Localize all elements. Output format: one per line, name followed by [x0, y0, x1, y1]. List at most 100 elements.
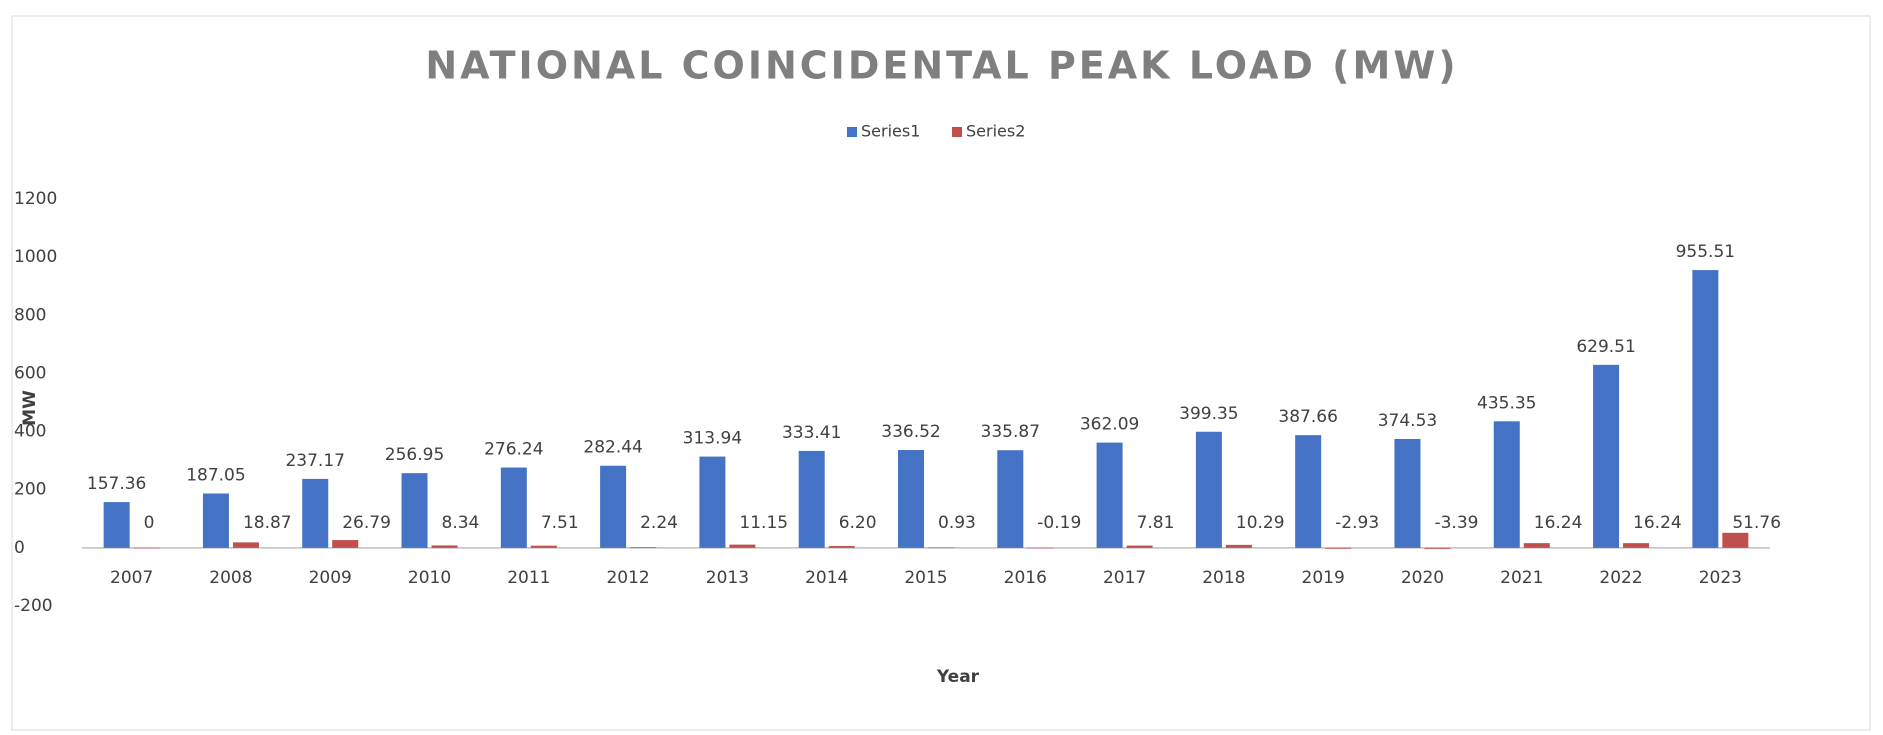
x-tick-label: 2012 [606, 568, 649, 588]
data-label: 7.51 [541, 513, 579, 533]
x-tick-label: 2007 [110, 568, 153, 588]
bar [699, 456, 726, 548]
x-tick-label: 2016 [1004, 568, 1047, 588]
data-label: 399.35 [1179, 404, 1238, 424]
data-label: 282.44 [583, 438, 642, 458]
bar [530, 545, 557, 548]
bar [798, 450, 825, 548]
data-label: 374.53 [1378, 411, 1437, 431]
bar [928, 547, 954, 549]
bar [1195, 431, 1222, 548]
data-label: 256.95 [385, 445, 444, 465]
bar [431, 545, 458, 548]
data-label: -2.93 [1335, 513, 1379, 533]
data-label: 955.51 [1676, 242, 1735, 262]
bar [828, 546, 855, 548]
y-tick-label: 400 [14, 422, 46, 442]
bar [600, 465, 627, 548]
data-label: 387.66 [1278, 407, 1337, 427]
bar [1523, 543, 1550, 548]
y-tick-label: 1000 [14, 247, 57, 267]
data-label: 0 [144, 513, 155, 533]
bar [103, 502, 130, 548]
bar [1692, 270, 1719, 548]
x-tick-label: 2020 [1401, 568, 1444, 588]
data-label: 18.87 [243, 513, 292, 533]
bar [1493, 421, 1520, 548]
data-label: 11.15 [739, 513, 788, 533]
bar [202, 493, 229, 548]
legend-swatch [847, 127, 857, 137]
bar [1295, 435, 1322, 548]
bar [1325, 547, 1352, 549]
data-label: 0.93 [938, 513, 976, 533]
y-axis-title: MW [20, 390, 40, 426]
data-label: -3.39 [1434, 513, 1478, 533]
data-label: 237.17 [285, 451, 344, 471]
bar [1225, 544, 1252, 548]
bar [1126, 545, 1153, 548]
data-label: 8.34 [442, 513, 480, 533]
x-tick-label: 2021 [1500, 568, 1543, 588]
legend-label: Series1 [861, 122, 920, 141]
x-tick-label: 2019 [1302, 568, 1345, 588]
bar [997, 450, 1024, 548]
x-tick-label: 2013 [706, 568, 749, 588]
x-tick-label: 2011 [507, 568, 550, 588]
data-label: 6.20 [839, 513, 877, 533]
bar [500, 467, 527, 548]
data-label: 313.94 [683, 429, 742, 449]
bar [1593, 364, 1620, 548]
chart-title: NATIONAL COINCIDENTAL PEAK LOAD (MW) [425, 44, 1458, 88]
bar [1096, 442, 1123, 548]
data-label: 26.79 [342, 513, 391, 533]
y-tick-label: 600 [14, 363, 46, 383]
bar [1722, 532, 1749, 548]
x-tick-label: 2022 [1599, 568, 1642, 588]
data-label: 10.29 [1236, 513, 1285, 533]
chart-frame [11, 15, 1871, 731]
bar [302, 478, 329, 548]
y-tick-label: 800 [14, 305, 46, 325]
data-label: 7.81 [1137, 513, 1175, 533]
x-tick-label: 2010 [408, 568, 451, 588]
legend-swatch [952, 127, 962, 137]
bar [1623, 543, 1650, 548]
x-tick-label: 2015 [904, 568, 947, 588]
data-label: 51.76 [1732, 513, 1781, 533]
y-tick-label: 0 [14, 538, 25, 558]
data-label: 629.51 [1576, 337, 1635, 357]
data-label: 276.24 [484, 440, 543, 460]
data-label: 16.24 [1633, 513, 1682, 533]
data-label: 157.36 [87, 474, 146, 494]
x-tick-label: 2017 [1103, 568, 1146, 588]
x-tick-label: 2008 [209, 568, 252, 588]
y-tick-label: -200 [14, 596, 53, 616]
bar [630, 547, 657, 548]
x-axis-title: Year [936, 667, 980, 687]
bar [133, 547, 160, 549]
data-label: 16.24 [1534, 513, 1583, 533]
bar [1027, 547, 1054, 549]
data-label: 187.05 [186, 465, 245, 485]
data-label: 335.87 [981, 422, 1040, 442]
data-label: 2.24 [640, 513, 678, 533]
bar [401, 473, 428, 548]
bar [729, 544, 756, 548]
data-label: 336.52 [881, 422, 940, 442]
data-label: 435.35 [1477, 393, 1536, 413]
data-label: 333.41 [782, 423, 841, 443]
bar [232, 542, 259, 548]
data-label: -0.19 [1037, 513, 1081, 533]
bar [332, 540, 359, 548]
bar [1424, 547, 1451, 549]
x-tick-label: 2009 [309, 568, 352, 588]
bar [1394, 438, 1421, 548]
legend-label: Series2 [966, 122, 1025, 141]
x-tick-label: 2014 [805, 568, 848, 588]
data-label: 362.09 [1080, 415, 1139, 435]
y-tick-label: 1200 [14, 189, 57, 209]
x-tick-label: 2023 [1699, 568, 1742, 588]
bar [898, 450, 924, 548]
